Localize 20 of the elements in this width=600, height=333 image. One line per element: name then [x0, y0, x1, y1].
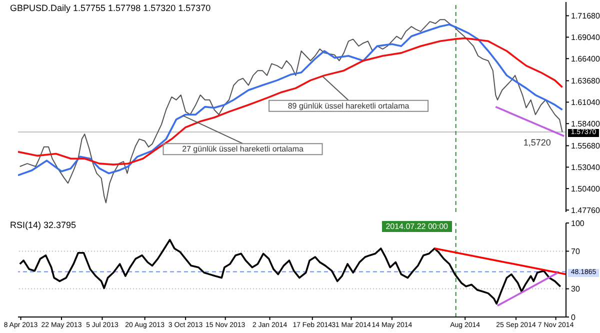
y-tick-label: 30: [571, 284, 580, 294]
y-tick-label: 1.53040: [571, 162, 600, 172]
y-tick-label: 1.55680: [571, 142, 600, 151]
y-tick-label: 1.61040: [571, 98, 600, 108]
y-tick-label: 70: [571, 247, 580, 256]
annotation: 27 günlük üssel hareketli ortalama: [182, 144, 304, 154]
y-tick-label: 100: [571, 218, 585, 228]
annotation: 89 günlük üssel hareketli ortalama: [288, 101, 410, 110]
chart-title: RSI(14) 32.3795: [10, 220, 76, 230]
y-tick-label: 1.58400: [571, 119, 600, 128]
y-tick-label: 1.63680: [571, 76, 600, 86]
y-tick-label: 1.71680: [571, 12, 600, 21]
y-tick-label: 1.69040: [571, 33, 600, 42]
y-tick-label: 1.47760: [571, 206, 600, 215]
y-tick-label: 1.66400: [571, 54, 600, 64]
chart-title: GBPUSD.Daily 1.57755 1.57798 1.57320 1.57370: [10, 3, 211, 13]
ref-line-label: 2014.07.22 00:00: [382, 221, 452, 232]
y-tick-label: 1.50400: [571, 184, 600, 194]
annotation: 1,5720: [523, 137, 551, 148]
y-tick-label: 0: [571, 312, 576, 322]
